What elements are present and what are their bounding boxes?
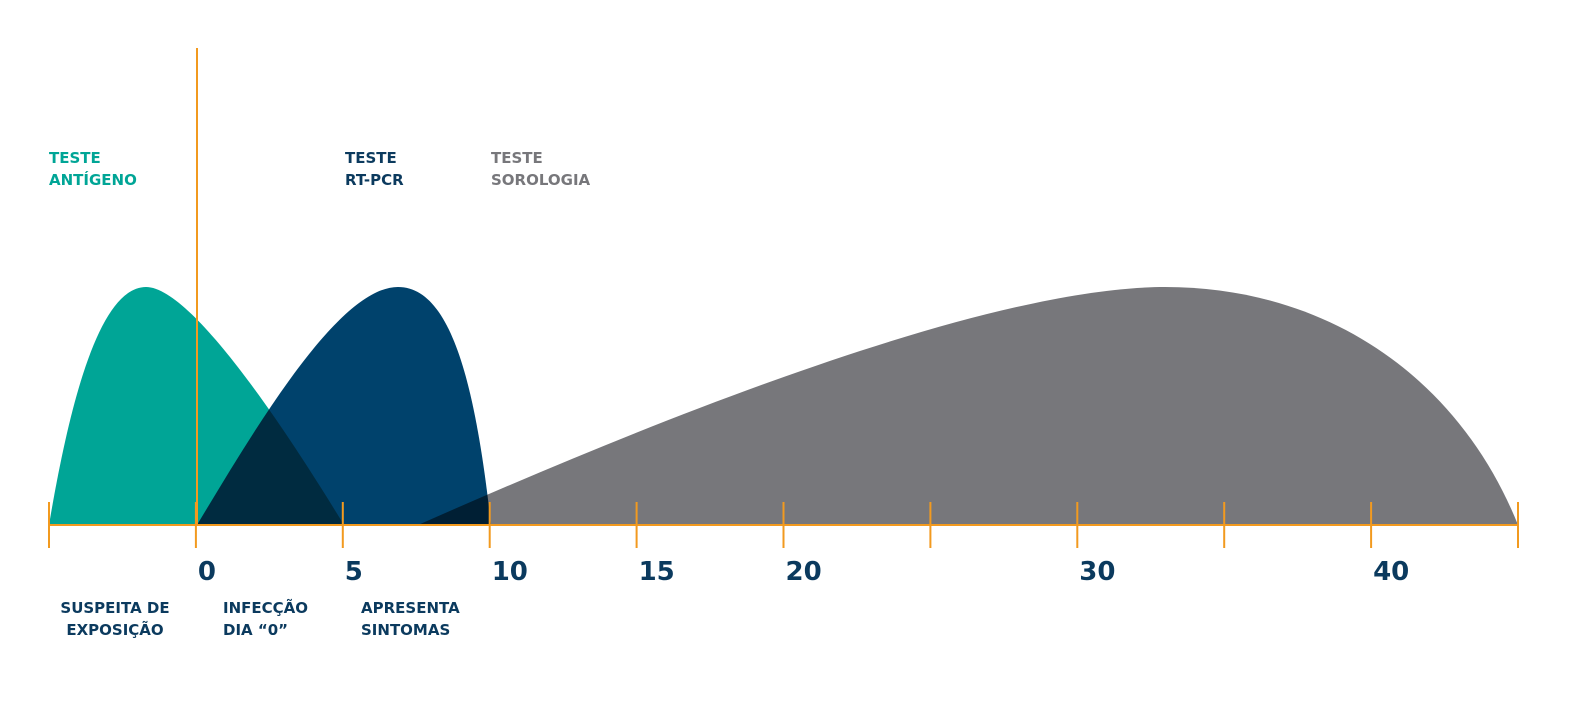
tick-label: 40 <box>1373 557 1409 587</box>
tick-label: 15 <box>639 557 675 587</box>
tick-label: 0 <box>198 557 216 587</box>
ticks: 0 5 10 15 20 30 40 <box>48 502 1519 587</box>
curve-label: TESTE ANTÍGENO <box>49 149 137 189</box>
rtpcr-curve <box>197 287 491 525</box>
tick-label: 30 <box>1079 557 1115 587</box>
sorologia-curve <box>418 287 1518 525</box>
tick-label: 5 <box>345 557 363 587</box>
curves <box>49 287 1518 525</box>
note: INFECÇÃO DIA “0” <box>223 598 308 639</box>
curve-label: TESTE RT-PCR <box>345 149 404 189</box>
curve-label: TESTE SOROLOGIA <box>491 149 591 189</box>
tick-label: 20 <box>786 557 822 587</box>
tick-label: 10 <box>492 557 528 587</box>
note: SUSPEITA DE EXPOSIÇÃO <box>60 599 169 639</box>
note: APRESENTA SINTOMAS <box>361 599 460 639</box>
